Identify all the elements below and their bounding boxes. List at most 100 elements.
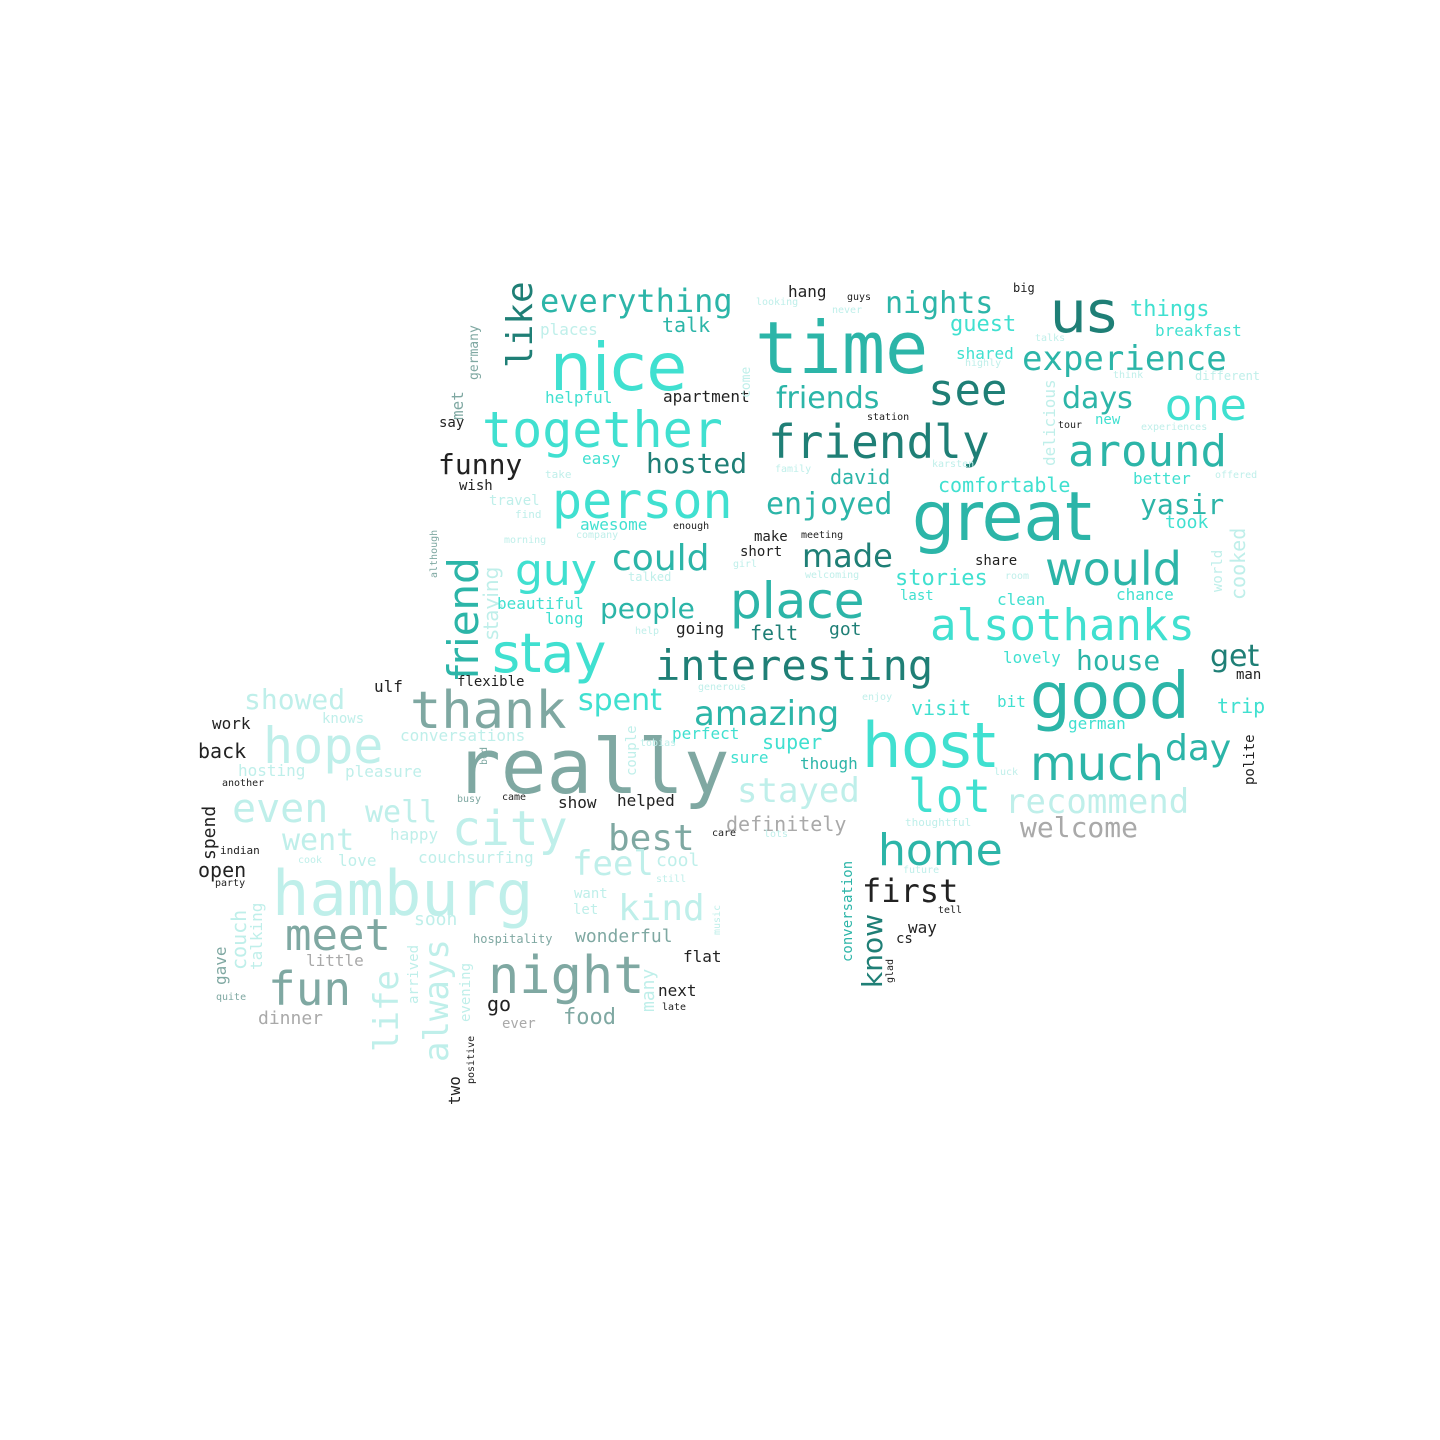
word-lovely: lovely xyxy=(1003,648,1061,667)
word-meet: meet xyxy=(285,910,391,961)
word-place: place xyxy=(730,572,865,630)
word-life: life xyxy=(367,970,407,1052)
word-hang: hang xyxy=(788,282,827,301)
word-best: best xyxy=(608,818,695,859)
word-nice: nice xyxy=(550,329,687,406)
word-though: though xyxy=(800,754,858,773)
word-experiences: experiences xyxy=(1141,422,1207,433)
word-wish: wish xyxy=(459,478,493,494)
word-new: new xyxy=(1095,412,1121,428)
word-couchsurfing: couchsurfing xyxy=(418,848,534,867)
word-quite: quite xyxy=(216,992,246,1003)
word-tobias: tobias xyxy=(640,738,676,749)
word-house: house xyxy=(1076,644,1160,677)
word-super: super xyxy=(762,730,822,754)
word-david: david xyxy=(830,465,890,489)
word-friend: friend xyxy=(439,557,488,680)
word-open: open xyxy=(198,858,246,882)
word-polite: polite xyxy=(1242,734,1258,785)
word-cool: cool xyxy=(656,850,699,871)
word-helped: helped xyxy=(617,791,675,810)
word-love: love xyxy=(338,851,377,870)
word-dinner: dinner xyxy=(258,1008,323,1029)
word-met: met xyxy=(448,391,467,420)
word-get: get xyxy=(1210,639,1260,674)
word-came: came xyxy=(502,792,526,803)
word-short: short xyxy=(740,544,782,560)
word-spent: spent xyxy=(578,683,662,718)
word-took: took xyxy=(1165,512,1209,533)
word-conversation: conversation xyxy=(840,861,856,962)
word-say: say xyxy=(439,415,464,431)
word-comfortable: comfortable xyxy=(938,473,1070,497)
word-know: know xyxy=(856,914,889,988)
word-helpful: helpful xyxy=(545,388,612,407)
word-really: really xyxy=(455,722,730,811)
word-much: much xyxy=(1030,736,1164,792)
word-one: one xyxy=(1165,380,1247,431)
word-people: people xyxy=(600,592,695,625)
word-welcome: welcome xyxy=(1020,811,1138,844)
word-person: person xyxy=(552,472,733,530)
word-work: work xyxy=(212,714,251,733)
word-morning: morning xyxy=(504,535,546,546)
word-ever: ever xyxy=(502,1016,536,1032)
word-cooked: cooked xyxy=(1226,528,1250,600)
word-amazing: amazing xyxy=(694,694,839,734)
word-generous: generous xyxy=(698,682,746,693)
word-think: think xyxy=(1113,370,1143,381)
word-spend: spend xyxy=(199,806,220,860)
word-going: going xyxy=(676,619,724,638)
word-want: want xyxy=(574,886,608,902)
word-guy: guy xyxy=(515,545,597,596)
word-perfect: perfect xyxy=(672,724,739,743)
word-although: although xyxy=(429,530,440,578)
word-next: next xyxy=(658,981,697,1000)
word-awesome: awesome xyxy=(580,515,647,534)
word-nights: nights xyxy=(885,286,993,321)
word-couple: couple xyxy=(624,725,640,776)
word-hamburg: hamburg xyxy=(272,857,533,930)
word-knows: knows xyxy=(322,711,364,727)
word-still: still xyxy=(656,874,686,885)
word-trip: trip xyxy=(1217,694,1265,718)
word-two: two xyxy=(445,1076,464,1105)
word-different: different xyxy=(1195,369,1260,383)
word-everything: everything xyxy=(540,282,733,320)
word-way: way xyxy=(908,918,937,937)
word-home: home xyxy=(878,825,1003,876)
word-city: city xyxy=(452,801,568,857)
word-yasir: yasir xyxy=(1140,488,1224,521)
word-another: another xyxy=(222,778,264,789)
word-beautiful: beautiful xyxy=(497,594,584,613)
word-friends: friends xyxy=(776,381,879,416)
word-little: little xyxy=(306,951,364,970)
word-take: take xyxy=(545,468,572,481)
word-talks: talks xyxy=(1035,333,1065,344)
word-visit: visit xyxy=(911,696,971,720)
word-arrived: arrived xyxy=(406,945,422,1004)
word-well: well xyxy=(365,795,437,830)
word-night: night xyxy=(488,946,645,1006)
word-went: went xyxy=(282,823,354,858)
word-guys: guys xyxy=(847,292,871,303)
word-couch: couch xyxy=(227,910,251,970)
word-interesting: interesting xyxy=(655,641,933,690)
word-staying: staying xyxy=(479,567,503,640)
word-good: good xyxy=(1030,660,1190,734)
word-cook: cook xyxy=(298,855,322,866)
word-soon: soon xyxy=(414,909,457,930)
word-time: time xyxy=(755,306,928,390)
word-feel: feel xyxy=(572,844,654,884)
word-hosted: hosted xyxy=(646,447,747,480)
word-places: places xyxy=(540,320,598,339)
word-showed: showed xyxy=(244,683,345,716)
word-looking: looking xyxy=(756,297,798,308)
word-offered: offered xyxy=(1215,470,1257,481)
word-stayed: stayed xyxy=(737,771,860,811)
word-experience: experience xyxy=(1022,339,1227,379)
word-clean: clean xyxy=(997,590,1045,609)
word-talk: talk xyxy=(662,313,710,337)
word-recommend: recommend xyxy=(1005,782,1189,822)
